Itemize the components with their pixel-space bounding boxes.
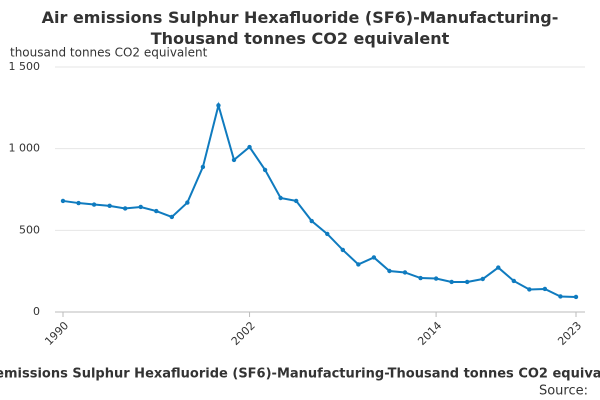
x-tick-label: 2002 [229,319,258,348]
point [433,276,439,281]
point [122,206,128,211]
point [464,279,470,285]
point [185,200,190,205]
x-tick-label: 2023 [555,319,584,348]
source: Source: [539,384,588,399]
point [402,270,408,275]
caption: Air emissions Sulphur Hexafluoride (SF6)… [0,367,600,382]
point [371,255,377,260]
point [60,198,66,204]
point [496,265,501,270]
point [231,157,237,163]
y-tick-label: 1 500 [9,60,41,73]
point [262,167,268,173]
point [309,218,314,224]
point [573,294,579,300]
chart-title: Air emissions Sulphur Hexafluoride (SF6)… [42,8,559,48]
line [62,101,577,298]
y-axis-label: thousand tonnes CO2 equivalent [10,46,208,60]
point [76,200,81,206]
point [418,275,423,281]
point [107,203,112,209]
y-tick-label: 0 [33,305,40,318]
point [356,262,361,267]
point [449,279,454,285]
point [278,195,283,201]
point [247,144,252,150]
point [91,202,97,207]
point [216,103,221,108]
x-tick-label: 1990 [42,319,71,348]
point [340,247,346,253]
point [558,294,563,299]
point [527,287,532,292]
point [293,198,299,204]
point [138,204,143,210]
point [542,286,548,292]
point [169,214,175,220]
point [511,278,517,284]
y-tick-label: 500 [19,223,40,236]
x-tick-label: 2014 [415,319,444,348]
point [154,208,159,214]
point [325,231,330,237]
point [480,276,485,282]
point [387,268,392,274]
point [200,164,206,170]
y-tick-label: 1 000 [9,142,41,155]
